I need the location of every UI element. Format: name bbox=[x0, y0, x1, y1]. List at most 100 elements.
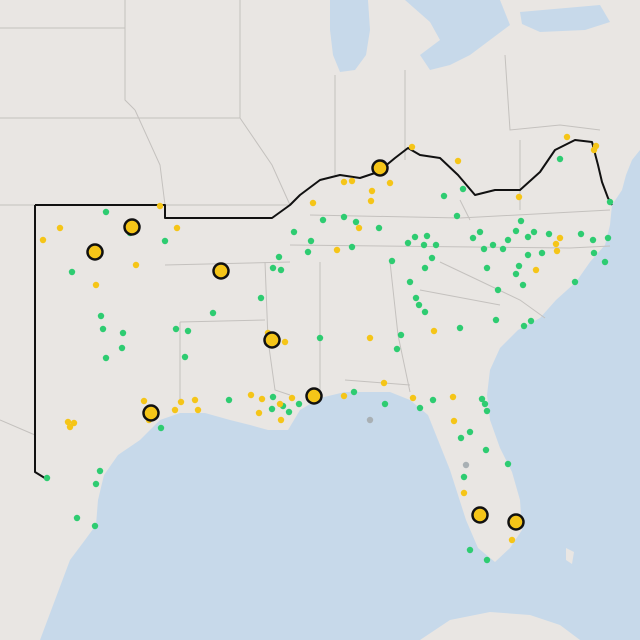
yellow-point bbox=[66, 423, 74, 431]
yellow-point bbox=[430, 327, 438, 335]
caribbean-island bbox=[420, 612, 580, 640]
green-point bbox=[415, 301, 423, 309]
large-marker bbox=[305, 387, 323, 405]
green-point bbox=[68, 268, 76, 276]
green-point bbox=[494, 286, 502, 294]
green-point bbox=[421, 264, 429, 272]
green-point bbox=[421, 308, 429, 316]
green-point bbox=[304, 248, 312, 256]
yellow-point bbox=[333, 246, 341, 254]
yellow-point bbox=[277, 416, 285, 424]
green-point bbox=[589, 236, 597, 244]
green-point bbox=[209, 309, 217, 317]
yellow-point bbox=[515, 193, 523, 201]
yellow-point bbox=[132, 261, 140, 269]
green-point bbox=[429, 396, 437, 404]
yellow-point bbox=[386, 179, 394, 187]
green-point bbox=[404, 239, 412, 247]
yellow-point bbox=[380, 379, 388, 387]
green-point bbox=[319, 216, 327, 224]
green-point bbox=[172, 325, 180, 333]
green-point bbox=[97, 312, 105, 320]
yellow-point bbox=[408, 143, 416, 151]
green-point-layer bbox=[43, 155, 614, 564]
yellow-point bbox=[556, 234, 564, 242]
yellow-point bbox=[552, 240, 560, 248]
green-point bbox=[348, 243, 356, 251]
yellow-point bbox=[508, 536, 516, 544]
green-point bbox=[483, 407, 491, 415]
green-point bbox=[397, 331, 405, 339]
green-point bbox=[119, 329, 127, 337]
green-point bbox=[466, 546, 474, 554]
green-point bbox=[577, 230, 585, 238]
gray-point-layer bbox=[366, 416, 470, 469]
green-point bbox=[456, 324, 464, 332]
green-point bbox=[481, 400, 489, 408]
green-point bbox=[469, 234, 477, 242]
yellow-point bbox=[454, 157, 462, 165]
green-point bbox=[161, 237, 169, 245]
large-marker bbox=[507, 513, 525, 531]
green-point bbox=[466, 428, 474, 436]
green-point bbox=[290, 228, 298, 236]
green-point bbox=[519, 281, 527, 289]
green-point bbox=[96, 467, 104, 475]
green-point bbox=[489, 241, 497, 249]
yellow-point bbox=[553, 247, 561, 255]
yellow-point bbox=[177, 398, 185, 406]
green-point bbox=[483, 556, 491, 564]
green-point bbox=[269, 393, 277, 401]
yellow-point bbox=[355, 224, 363, 232]
green-point bbox=[157, 424, 165, 432]
green-point bbox=[285, 408, 293, 416]
green-point bbox=[453, 212, 461, 220]
green-point bbox=[268, 405, 276, 413]
yellow-point bbox=[39, 236, 47, 244]
green-point bbox=[483, 264, 491, 272]
yellow-point bbox=[281, 338, 289, 346]
gray-point bbox=[462, 461, 470, 469]
yellow-point bbox=[367, 197, 375, 205]
yellow-point bbox=[460, 489, 468, 497]
yellow-point bbox=[592, 142, 600, 150]
green-point bbox=[520, 322, 528, 330]
green-point bbox=[556, 155, 564, 163]
yellow-point bbox=[450, 417, 458, 425]
green-point bbox=[350, 388, 358, 396]
green-point bbox=[375, 224, 383, 232]
yellow-point bbox=[366, 334, 374, 342]
green-point bbox=[601, 258, 609, 266]
green-point bbox=[512, 270, 520, 278]
green-point bbox=[269, 264, 277, 272]
green-point bbox=[99, 325, 107, 333]
large-marker bbox=[371, 159, 389, 177]
green-point bbox=[517, 217, 525, 225]
green-point bbox=[420, 241, 428, 249]
yellow-point bbox=[532, 266, 540, 274]
yellow-point bbox=[156, 202, 164, 210]
green-point bbox=[530, 228, 538, 236]
green-point bbox=[118, 344, 126, 352]
large-marker-layer bbox=[86, 159, 525, 531]
region-outline-west bbox=[34, 205, 49, 481]
yellow-point bbox=[309, 199, 317, 207]
green-point bbox=[406, 278, 414, 286]
yellow-point bbox=[368, 187, 376, 195]
large-marker bbox=[86, 243, 104, 261]
green-point bbox=[482, 446, 490, 454]
green-point bbox=[388, 257, 396, 265]
green-point bbox=[606, 198, 614, 206]
yellow-point bbox=[449, 393, 457, 401]
green-point bbox=[571, 278, 579, 286]
region-outline bbox=[35, 139, 613, 219]
green-point bbox=[257, 294, 265, 302]
green-point bbox=[428, 254, 436, 262]
yellow-point bbox=[348, 177, 356, 185]
green-point bbox=[504, 460, 512, 468]
yellow-point bbox=[140, 397, 148, 405]
green-point bbox=[604, 234, 612, 242]
caribbean-key bbox=[566, 548, 574, 564]
green-point bbox=[277, 266, 285, 274]
